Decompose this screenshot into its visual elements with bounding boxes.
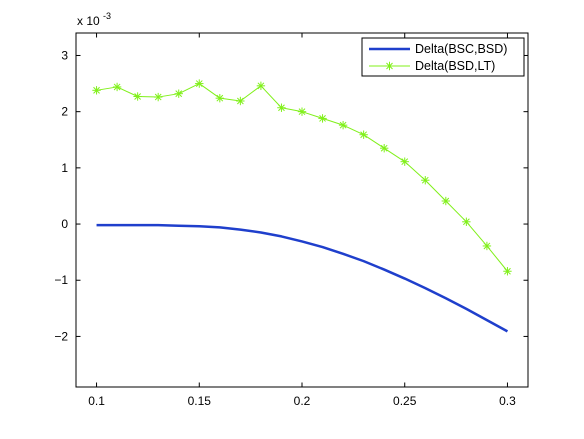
data-point-2-15 [379,143,389,153]
ticks-layer: 0.1 0.15 0.2 0.25 0.3 −2 −1 0 1 2 3 [54,33,528,408]
data-point-2-1 [92,86,101,95]
plot-area [76,33,528,387]
data-point-2-10 [277,103,286,112]
data-point-2-4 [153,92,163,102]
x-tick-label: 0.25 [393,394,417,408]
series-layer [92,79,512,333]
data-point-2-13 [338,120,348,130]
y-multiplier-label: x 10 -3 [77,11,111,28]
x-tick-label: 0.3 [499,394,516,408]
series-line-1 [96,223,509,333]
data-point-2-2 [112,82,122,92]
y-tick-label: 0 [61,217,68,231]
y-tick-label: −1 [54,273,68,287]
data-point-2-6 [195,79,204,88]
data-point-2-8 [236,96,245,106]
data-point-2-7 [215,93,225,103]
data-point-2-21 [503,267,512,276]
data-point-2-17 [421,176,430,185]
data-point-2-12 [318,114,327,123]
y-tick-label: 2 [61,105,68,119]
y-tick-label: −2 [54,329,68,343]
data-point-2-9 [256,81,266,91]
y-multiplier-exponent: -3 [103,11,111,21]
data-point-2-5 [174,89,183,98]
data-point-2-16 [400,157,409,166]
data-point-2-20 [482,241,492,251]
y-tick-label: 3 [61,48,68,62]
legend: Delta(BSC,BSD) Delta(BSD,LT) [361,37,525,77]
legend-label-2: Delta(BSD,LT) [415,59,495,73]
data-point-2-14 [359,130,368,139]
data-point-2-18 [441,196,451,206]
legend-label-1: Delta(BSC,BSD) [415,42,507,56]
y-multiplier-base: x 10 [77,14,100,28]
data-point-2-11 [297,107,307,116]
legend-marker-2 [385,61,394,71]
x-tick-label: 0.1 [88,394,105,408]
x-tick-label: 0.2 [294,394,311,408]
y-tick-label: 1 [61,161,68,175]
data-point-2-3 [133,92,142,101]
data-point-2-19 [462,217,471,226]
legend-asterisk-marker [385,61,394,71]
x-tick-label: 0.15 [188,394,212,408]
